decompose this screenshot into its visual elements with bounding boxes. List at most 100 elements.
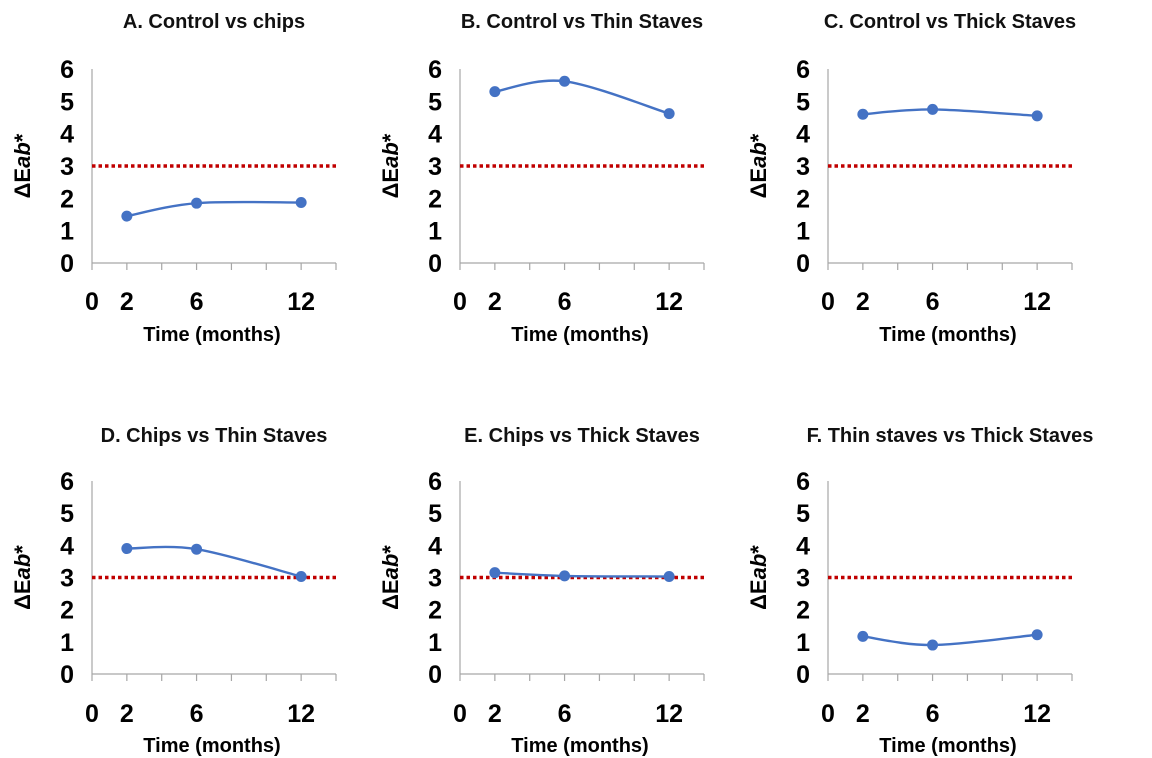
x-tick-label: 2 (120, 288, 134, 316)
y-tick-label: 0 (428, 661, 442, 689)
chart-title: C. Control vs Thick Staves (824, 11, 1076, 33)
x-tick-label: 6 (190, 700, 204, 728)
series-line (126, 200, 302, 218)
x-tick-label: 0 (453, 700, 467, 728)
data-point (559, 570, 571, 582)
x-tick-label: 12 (287, 288, 315, 316)
y-tick-label: 1 (796, 629, 810, 657)
x-axis-label: Time (months) (511, 324, 648, 346)
x-axis-label: Time (months) (879, 324, 1016, 346)
y-axis-label-prefix: ΔE (378, 168, 403, 199)
y-tick-label: 4 (796, 532, 810, 560)
y-tick-label: 5 (60, 88, 74, 116)
data-point (927, 639, 939, 651)
y-tick-label: 4 (428, 121, 442, 149)
y-tick-label: 5 (428, 88, 442, 116)
x-axis-label: Time (months) (143, 324, 280, 346)
data-point (663, 108, 675, 120)
data-point (489, 567, 501, 579)
y-tick-label: 3 (428, 565, 442, 593)
data-point (857, 108, 869, 120)
x-tick-label: 12 (1023, 700, 1051, 728)
x-tick-label: 2 (856, 288, 870, 316)
x-tick-label: 0 (821, 700, 835, 728)
x-axis-label: Time (months) (143, 735, 280, 757)
x-tick-label: 0 (85, 700, 99, 728)
y-tick-label: 4 (60, 532, 74, 560)
x-tick-label: 6 (558, 700, 572, 728)
chart-title: F. Thin staves vs Thick Staves (807, 425, 1094, 447)
y-axis-label-prefix: ΔE (378, 579, 403, 610)
data-point (559, 75, 571, 87)
chart-title: A. Control vs chips (123, 11, 305, 33)
y-axis-label-suffix: * (746, 133, 771, 142)
y-tick-label: 1 (796, 218, 810, 246)
y-tick-label: 5 (428, 500, 442, 528)
x-axis-label: Time (months) (511, 735, 648, 757)
y-tick-label: 6 (796, 56, 810, 84)
y-tick-label: 2 (60, 185, 74, 213)
x-tick-label: 12 (1023, 288, 1051, 316)
y-axis-label-prefix: ΔE (10, 579, 35, 610)
y-tick-label: 3 (60, 153, 74, 181)
y-tick-label: 2 (428, 185, 442, 213)
x-tick-label: 2 (488, 700, 502, 728)
x-tick-label: 0 (85, 288, 99, 316)
y-axis-label-italic: ab (10, 142, 35, 168)
y-tick-label: 3 (428, 153, 442, 181)
y-axis-label-italic: ab (746, 554, 771, 580)
x-tick-label: 0 (821, 288, 835, 316)
y-tick-label: 2 (428, 597, 442, 625)
data-point (1031, 629, 1043, 641)
y-tick-label: 3 (796, 565, 810, 593)
x-tick-label: 2 (120, 700, 134, 728)
y-axis-label: ΔEab* (746, 545, 771, 610)
y-tick-label: 1 (60, 629, 74, 657)
chart-title: D. Chips vs Thin Staves (101, 425, 328, 447)
y-axis-label: ΔEab* (378, 133, 403, 198)
y-tick-label: 3 (60, 565, 74, 593)
y-tick-label: 5 (796, 500, 810, 528)
y-axis-label: ΔEab* (378, 545, 403, 610)
y-axis-label-suffix: * (10, 133, 35, 142)
data-point (121, 543, 133, 555)
y-tick-label: 0 (60, 250, 74, 278)
y-axis-label-italic: ab (378, 554, 403, 580)
y-axis-label-italic: ab (10, 554, 35, 580)
x-tick-label: 6 (558, 288, 572, 316)
data-point (295, 571, 307, 583)
x-tick-label: 2 (856, 700, 870, 728)
y-axis-label-prefix: ΔE (746, 168, 771, 199)
data-point (857, 630, 869, 642)
series-line (126, 545, 302, 578)
y-tick-label: 5 (796, 88, 810, 116)
data-point (663, 571, 675, 583)
y-tick-label: 2 (796, 597, 810, 625)
y-axis-label-suffix: * (746, 545, 771, 554)
y-tick-label: 2 (60, 597, 74, 625)
series-line (862, 108, 1038, 118)
y-tick-label: 6 (60, 468, 74, 496)
y-tick-label: 3 (796, 153, 810, 181)
y-axis-label: ΔEab* (10, 133, 35, 198)
y-axis-label-suffix: * (10, 545, 35, 554)
y-tick-label: 1 (60, 218, 74, 246)
y-tick-label: 2 (796, 185, 810, 213)
y-axis-label-italic: ab (378, 142, 403, 168)
y-tick-label: 1 (428, 218, 442, 246)
x-tick-label: 6 (926, 700, 940, 728)
y-axis-label-prefix: ΔE (10, 168, 35, 199)
x-tick-label: 0 (453, 288, 467, 316)
y-tick-label: 0 (796, 250, 810, 278)
y-axis-label: ΔEab* (10, 545, 35, 610)
x-axis-label: Time (months) (879, 735, 1016, 757)
y-tick-label: 4 (428, 532, 442, 560)
y-tick-label: 5 (60, 500, 74, 528)
data-point (121, 210, 133, 222)
data-point (489, 86, 501, 98)
